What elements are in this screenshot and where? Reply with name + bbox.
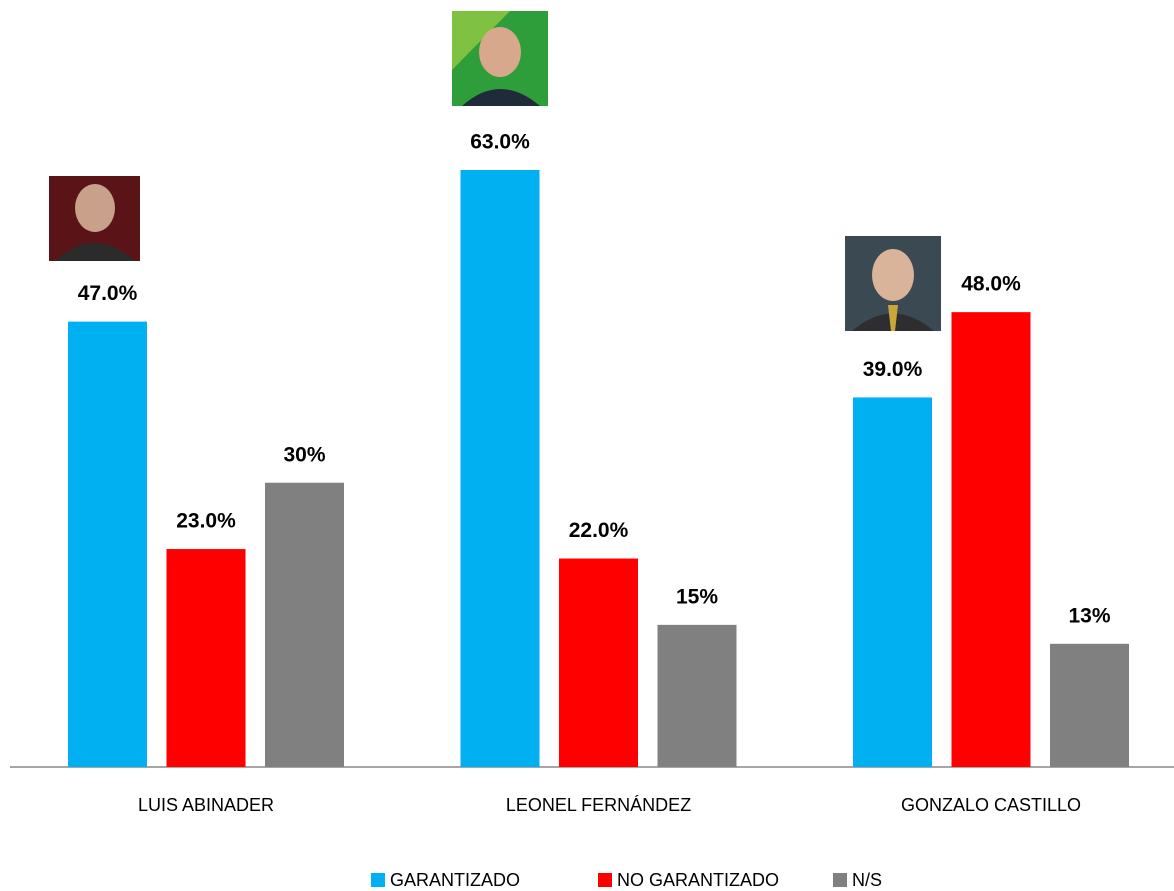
data-label: 47.0% bbox=[78, 282, 138, 305]
data-label: 23.0% bbox=[176, 510, 236, 533]
legend-swatch bbox=[833, 873, 847, 887]
x-tick-label: LEONEL FERNÁNDEZ bbox=[506, 795, 691, 815]
data-label: 30% bbox=[283, 443, 325, 466]
data-label: 63.0% bbox=[470, 131, 530, 154]
data-label: 15% bbox=[676, 585, 718, 608]
photo bbox=[49, 176, 140, 261]
legend-label: N/S bbox=[852, 870, 882, 890]
legend-label: NO GARANTIZADO bbox=[617, 870, 779, 890]
bar bbox=[559, 558, 638, 767]
bar bbox=[265, 482, 344, 767]
bar bbox=[460, 170, 540, 768]
data-label: 22.0% bbox=[569, 519, 629, 542]
legend-swatch bbox=[598, 873, 612, 887]
data-label: 13% bbox=[1068, 604, 1110, 627]
bar bbox=[951, 312, 1031, 767]
x-tick-label: LUIS ABINADER bbox=[138, 795, 274, 815]
bar bbox=[68, 321, 147, 767]
x-tick-label: GONZALO CASTILLO bbox=[901, 795, 1081, 815]
bar bbox=[1050, 643, 1129, 767]
photo bbox=[452, 11, 548, 106]
bar bbox=[166, 549, 246, 767]
legend-swatch bbox=[371, 873, 385, 887]
data-label: 39.0% bbox=[863, 358, 923, 381]
bar bbox=[657, 624, 737, 767]
legend-label: GARANTIZADO bbox=[390, 870, 520, 890]
data-label: 48.0% bbox=[961, 273, 1021, 296]
photo bbox=[845, 236, 941, 331]
bar bbox=[853, 397, 932, 767]
